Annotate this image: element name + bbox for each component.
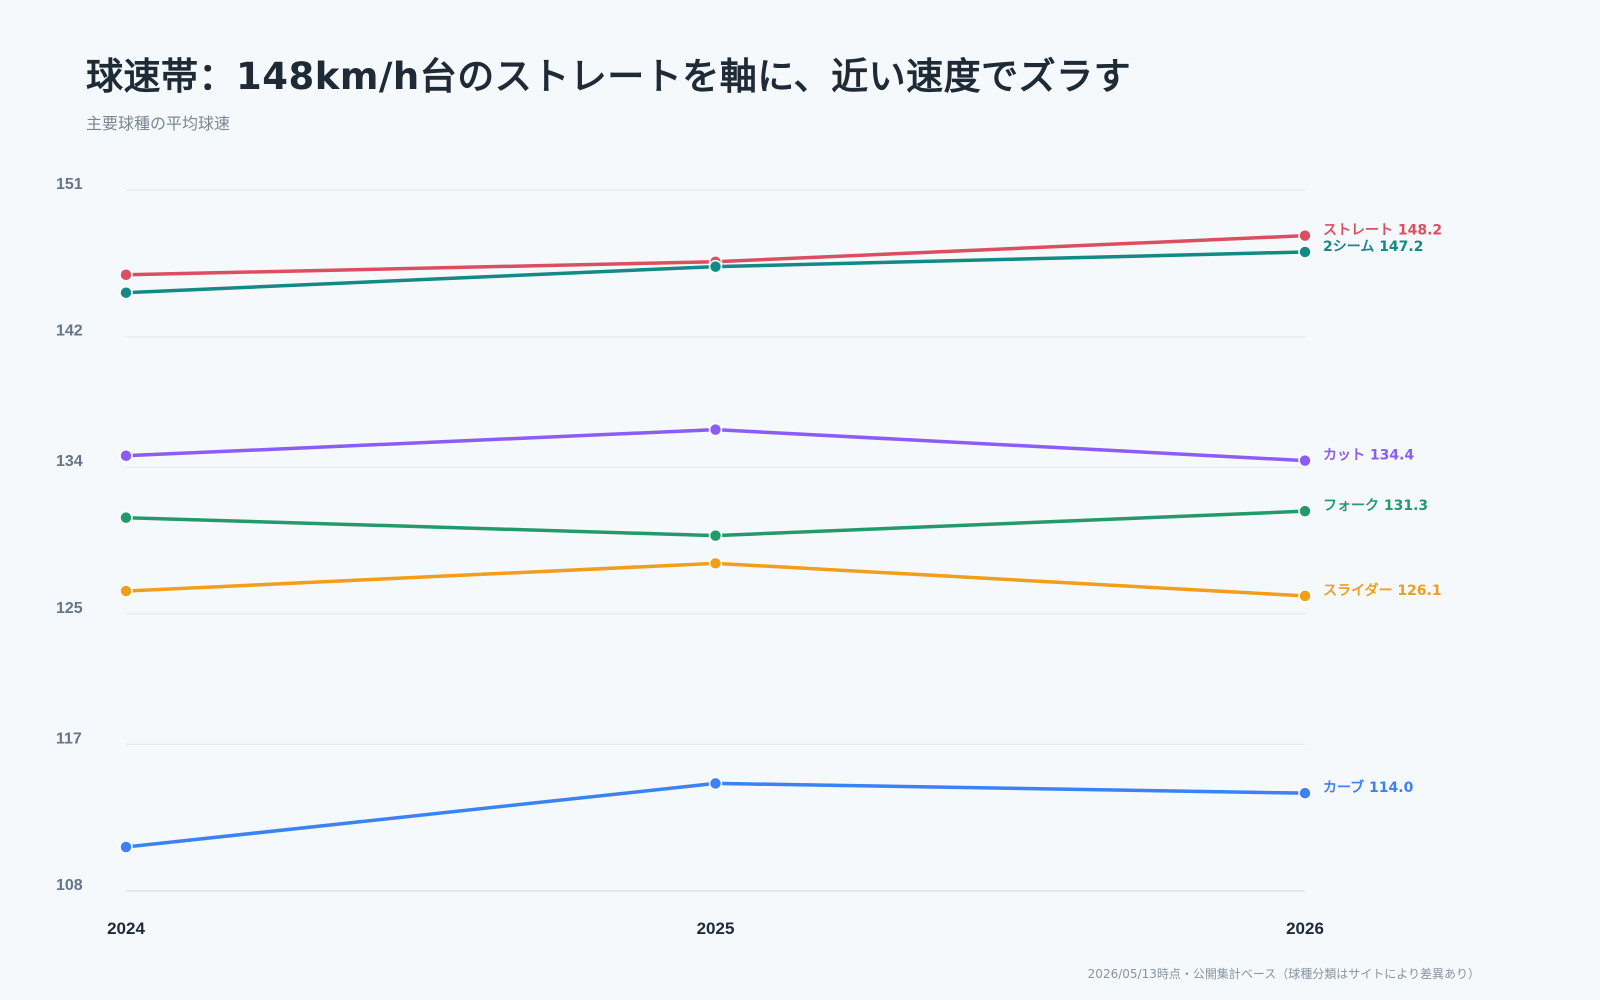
series-end-label: フォーク 131.3 — [1323, 498, 1428, 514]
y-tick-label: 151 — [56, 176, 83, 193]
series-end-label: 2シーム 147.2 — [1323, 239, 1423, 255]
y-tick-label: 134 — [56, 453, 83, 470]
y-tick-label: 117 — [56, 730, 82, 747]
data-point — [1298, 786, 1312, 800]
data-point — [1298, 228, 1312, 243]
data-point — [119, 448, 133, 463]
series-line — [124, 781, 1307, 849]
y-tick-label: 125 — [56, 600, 83, 617]
data-point — [119, 268, 133, 282]
data-point — [119, 510, 133, 525]
data-point — [119, 840, 133, 854]
chart-title: 球速帯：148km/h台のストレートを軸に、近い速度でズラす — [86, 55, 1132, 98]
grid-layer — [126, 189, 1305, 892]
series-end-label: ストレート 148.2 — [1323, 223, 1442, 239]
data-point — [708, 776, 723, 791]
series-end-label: スライダー 126.1 — [1323, 582, 1442, 599]
footnote: 2026/05/13時点・公開集計ベース（球種分類はサイトにより差異あり） — [1087, 967, 1480, 981]
data-point — [708, 556, 723, 571]
chart-subtitle: 主要球種の平均球速 — [86, 114, 231, 133]
y-tick-label: 142 — [56, 323, 83, 340]
series-end-label: カット 134.4 — [1323, 448, 1414, 464]
y-tick-label: 108 — [56, 877, 83, 894]
data-point — [708, 528, 723, 543]
data-point — [119, 285, 133, 300]
data-point — [708, 422, 723, 437]
data-point — [1298, 245, 1312, 259]
series-end-label: カーブ 114.0 — [1323, 779, 1414, 796]
x-tick-label: 2025 — [697, 919, 735, 938]
data-point — [1298, 453, 1312, 468]
data-point — [1298, 589, 1312, 603]
x-tick-label: 2024 — [107, 919, 145, 938]
data-point — [1298, 504, 1312, 518]
x-tick-label: 2026 — [1286, 919, 1324, 938]
labels-layer: 108 117 125 134 142 151 2024 2025 2026 ストレート 148.… — [56, 176, 1442, 938]
data-point — [708, 259, 723, 274]
series-points — [119, 228, 1312, 854]
data-point — [119, 584, 133, 598]
